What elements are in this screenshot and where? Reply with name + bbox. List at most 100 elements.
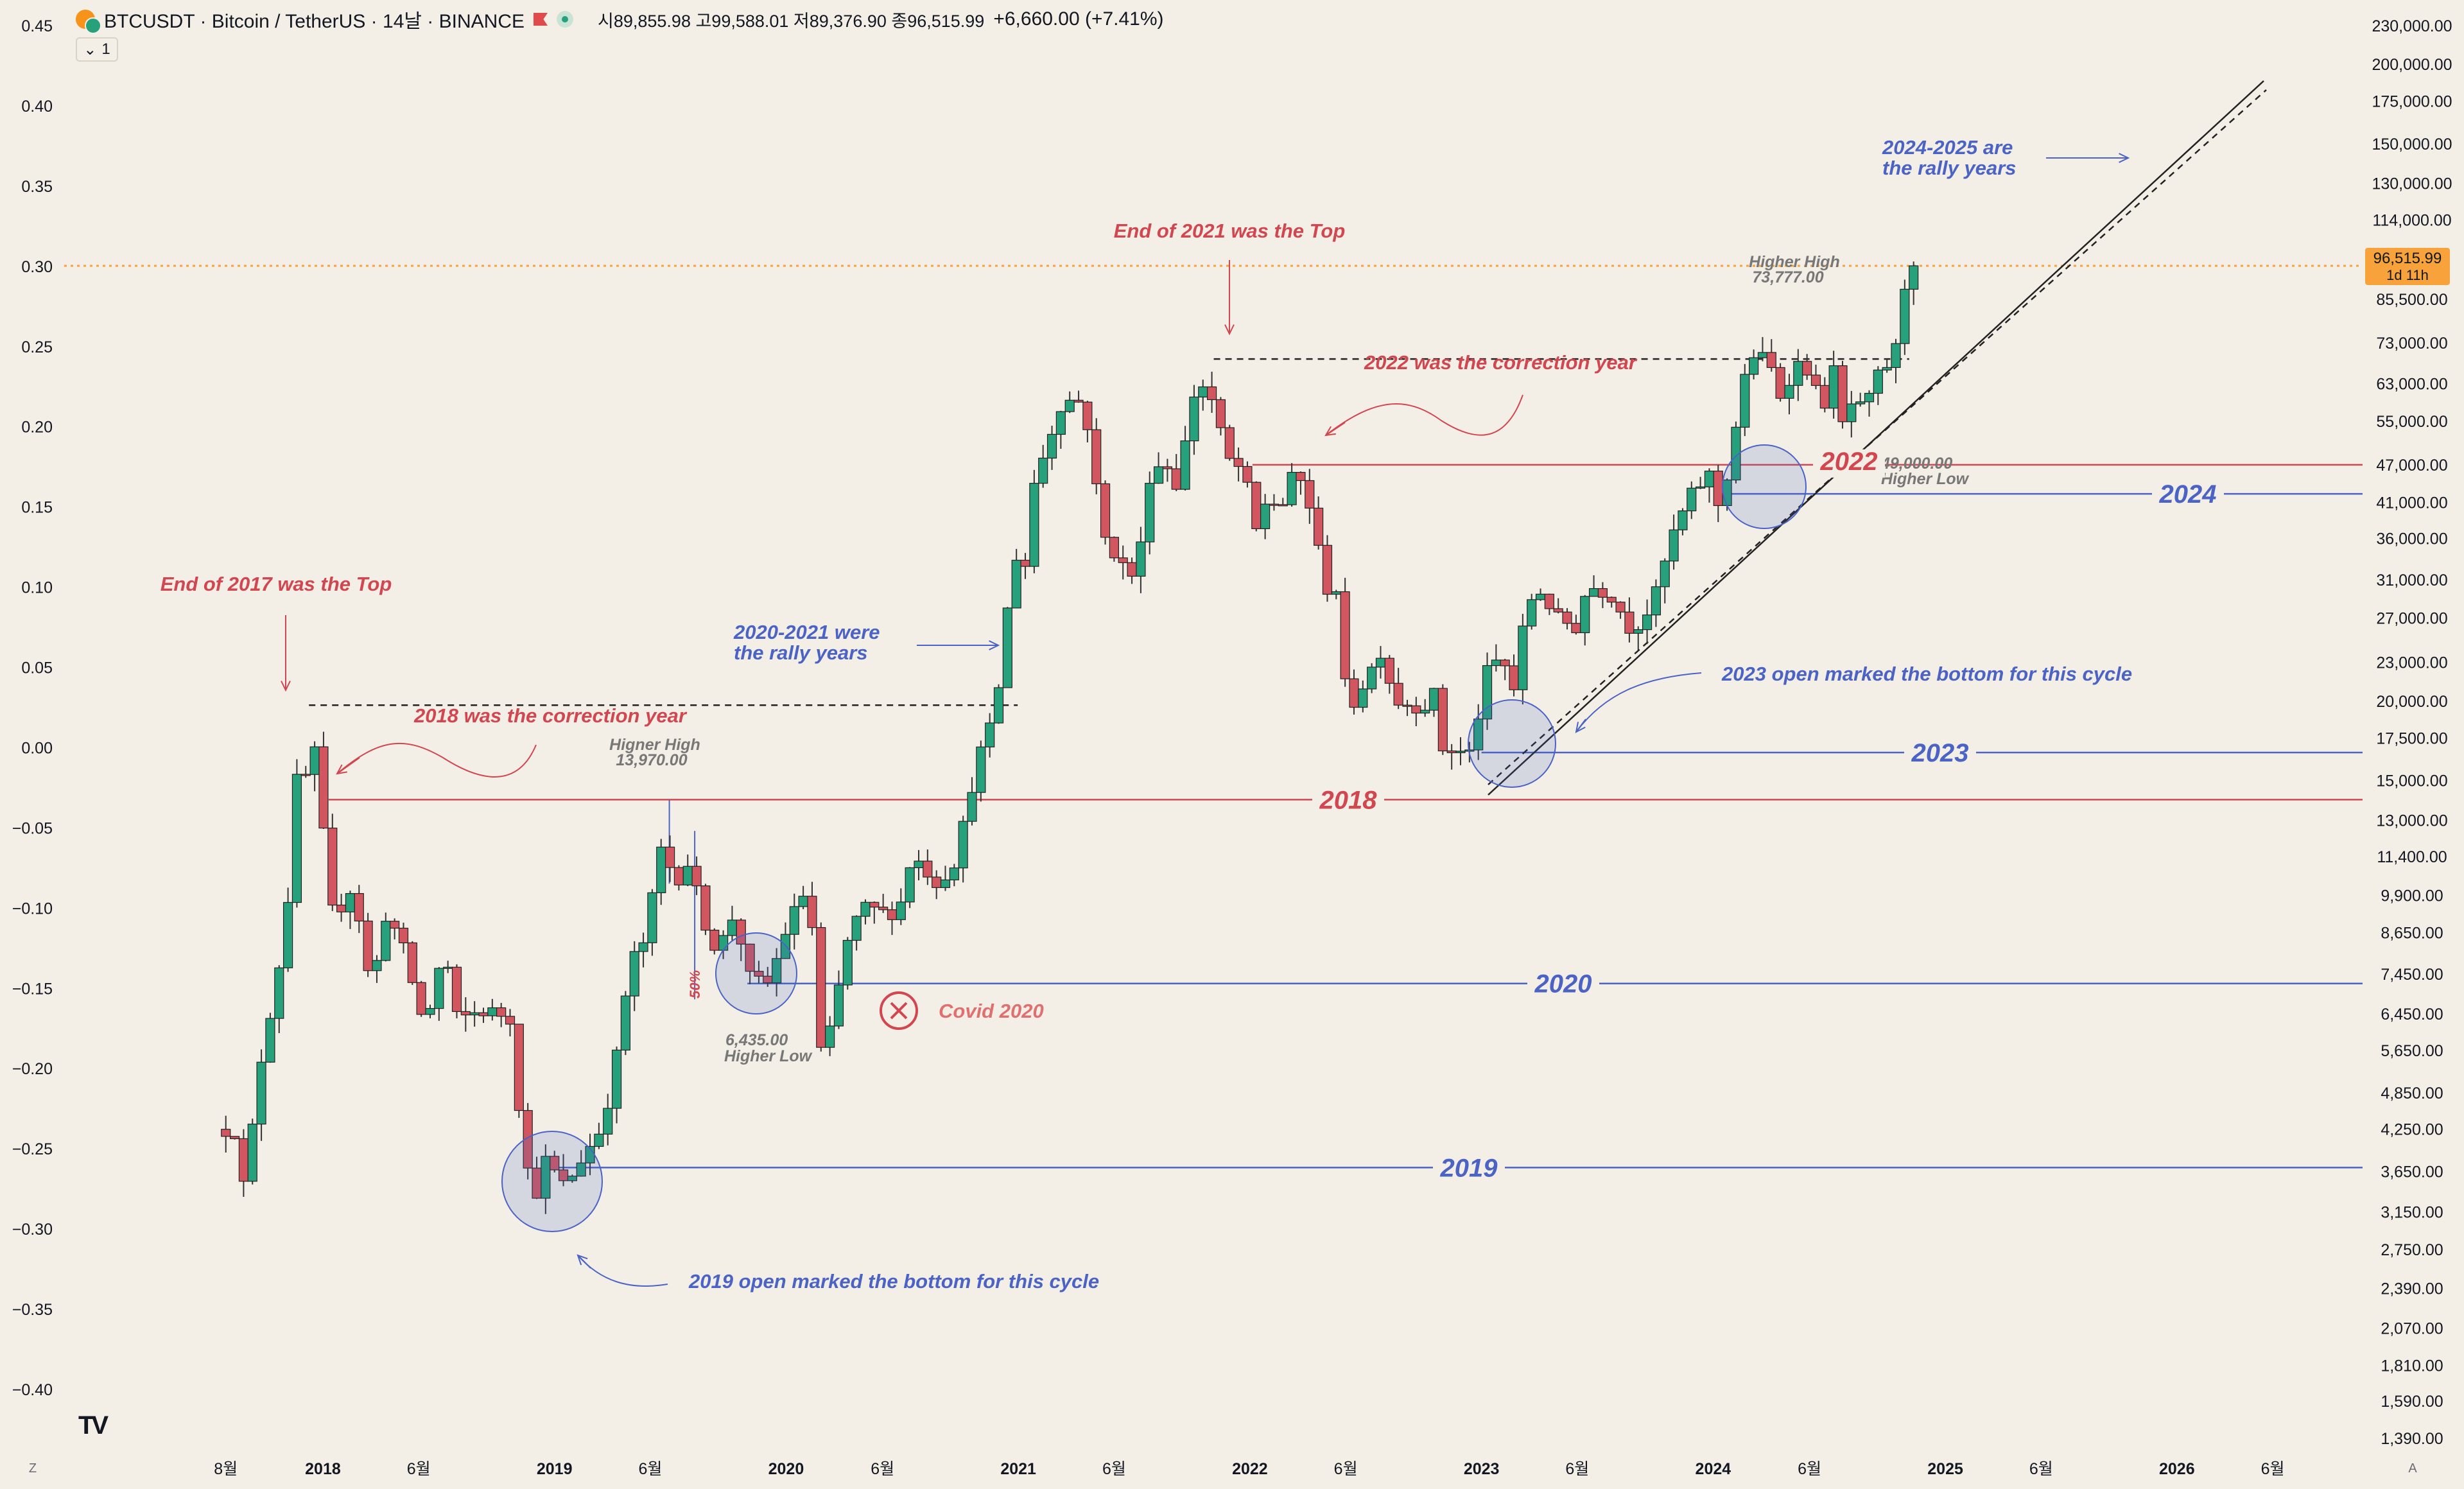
time-axis-tick: 2018 [305, 1460, 341, 1478]
candle-timer: 1d 11h [2386, 267, 2429, 283]
candle-body [1251, 482, 1262, 530]
candle-body [682, 866, 693, 885]
candle-body [1260, 503, 1271, 530]
candle-body [443, 966, 453, 969]
candle-body [1446, 750, 1457, 753]
left-axis-tick: 0.05 [21, 659, 53, 677]
candle-body [336, 904, 347, 912]
rally-2024-label-2: the rally years [1882, 157, 2017, 179]
candle-body [1073, 399, 1084, 403]
right-axis-tick: 55,000.00 [2376, 413, 2447, 431]
candle-body [238, 1138, 249, 1182]
right-axis-tick: 8,650.00 [2381, 925, 2443, 943]
candle-body [1535, 593, 1546, 600]
right-axis-tick: 2,750.00 [2381, 1241, 2443, 1259]
top-2017-label: End of 2017 was the Top [161, 573, 392, 595]
candle-body [1802, 361, 1812, 376]
candle-body [451, 966, 462, 1013]
correction-2022-label: 2022 was the correction year [1364, 351, 1638, 374]
correction-2022-arrow-head [1324, 426, 1336, 437]
symbol-header[interactable]: BTCUSDT · Bitcoin / TetherUS · 14날 · BIN… [76, 5, 1164, 34]
auto-scale-icon[interactable]: A [2408, 1461, 2417, 1476]
candle-body [878, 907, 889, 910]
candle-body [416, 982, 426, 1015]
right-axis-tick: 85,500.00 [2376, 291, 2447, 309]
right-axis-tick: 175,000.00 [2372, 93, 2452, 111]
candles [221, 261, 1919, 1214]
fifty-percent-label: 50% [687, 970, 703, 998]
correction-2018-arrow-head [336, 764, 347, 775]
candle-body [1029, 483, 1039, 567]
candle-body [1704, 471, 1715, 487]
candle-body [1873, 369, 1883, 394]
candle-body [1766, 352, 1776, 369]
candle-body [629, 951, 639, 997]
candle-body [1615, 602, 1626, 613]
candle-body [1100, 483, 1111, 538]
correction-2022-curve [1325, 394, 1523, 436]
candle-body [1749, 357, 1759, 375]
right-axis-tick: 1,590.00 [2381, 1393, 2443, 1411]
candle-body [647, 892, 657, 943]
right-axis-tick: 63,000.00 [2376, 376, 2447, 394]
higher-low-2019-circle [715, 932, 797, 1014]
candle-body [1909, 265, 1919, 290]
market-status-icon[interactable] [557, 11, 573, 28]
annotations: End of 2017 was the Top 2018 was the corr… [161, 136, 2224, 1293]
candle-body [1002, 607, 1012, 688]
candle-body [833, 984, 844, 1027]
candle-body [780, 934, 791, 959]
candle-body [1145, 483, 1155, 543]
right-axis-tick: 13,000.00 [2376, 812, 2447, 830]
time-axis-tick: 2023 [1464, 1460, 1500, 1478]
candle-body [229, 1136, 240, 1140]
candle-body [1713, 471, 1723, 507]
right-axis-tick: 1,810.00 [2381, 1357, 2443, 1375]
candle-body [1180, 440, 1190, 490]
flag-icon[interactable] [534, 13, 548, 26]
right-axis-tick: 4,850.00 [2381, 1084, 2443, 1102]
candle-body [1038, 457, 1048, 484]
candle-body [1314, 507, 1324, 546]
time-axis-tick: 2026 [2159, 1460, 2195, 1478]
candle-body [932, 876, 942, 888]
correction-2018-curve [336, 742, 537, 778]
candle-body [1687, 487, 1697, 512]
top-2021-label: End of 2021 was the Top [1114, 220, 1346, 242]
timezone-icon[interactable]: Z [28, 1461, 37, 1476]
candle-body [291, 774, 302, 903]
collapse-indicators-button[interactable]: ⌄ 1 [76, 37, 118, 62]
candle-body [1731, 426, 1741, 481]
candle-body [1784, 385, 1794, 399]
candle-body [1819, 385, 1830, 409]
symbol-title[interactable]: BTCUSDT · Bitcoin / TetherUS · 14날 · BIN… [104, 11, 525, 32]
candle-body [1500, 659, 1510, 666]
time-axis-tick: 2019 [537, 1460, 573, 1478]
level-label-2024: 2024 [2159, 480, 2217, 509]
btc-coin-icon [76, 10, 101, 34]
candle-body [851, 916, 862, 941]
left-axis-tick: −0.40 [12, 1381, 53, 1399]
tradingview-logo[interactable]: TV [78, 1411, 108, 1440]
correction-2022-arrow [1325, 422, 1346, 436]
right-axis-tick: 130,000.00 [2372, 175, 2452, 193]
higher-high-2024-title: Higher High [1749, 253, 1840, 271]
candle-body [985, 722, 995, 747]
time-axis-tick: 8월 [214, 1460, 238, 1478]
right-axis-tick: 4,250.00 [2381, 1121, 2443, 1139]
candle-body [736, 919, 746, 945]
right-axis-tick: 7,450.00 [2381, 966, 2443, 984]
candle-body [1437, 688, 1448, 752]
level-label-2020: 2020 [1534, 970, 1592, 998]
candle-body [1367, 666, 1377, 690]
level-label-2020-bg [1527, 971, 1599, 1000]
candle-body [789, 906, 799, 935]
candle-body [1900, 288, 1910, 344]
candle-body [274, 967, 284, 1019]
candle-body [487, 1007, 498, 1016]
candle-body [505, 1016, 516, 1025]
candle-body [1118, 557, 1128, 563]
bottom-2023-arrow [1575, 718, 1586, 733]
